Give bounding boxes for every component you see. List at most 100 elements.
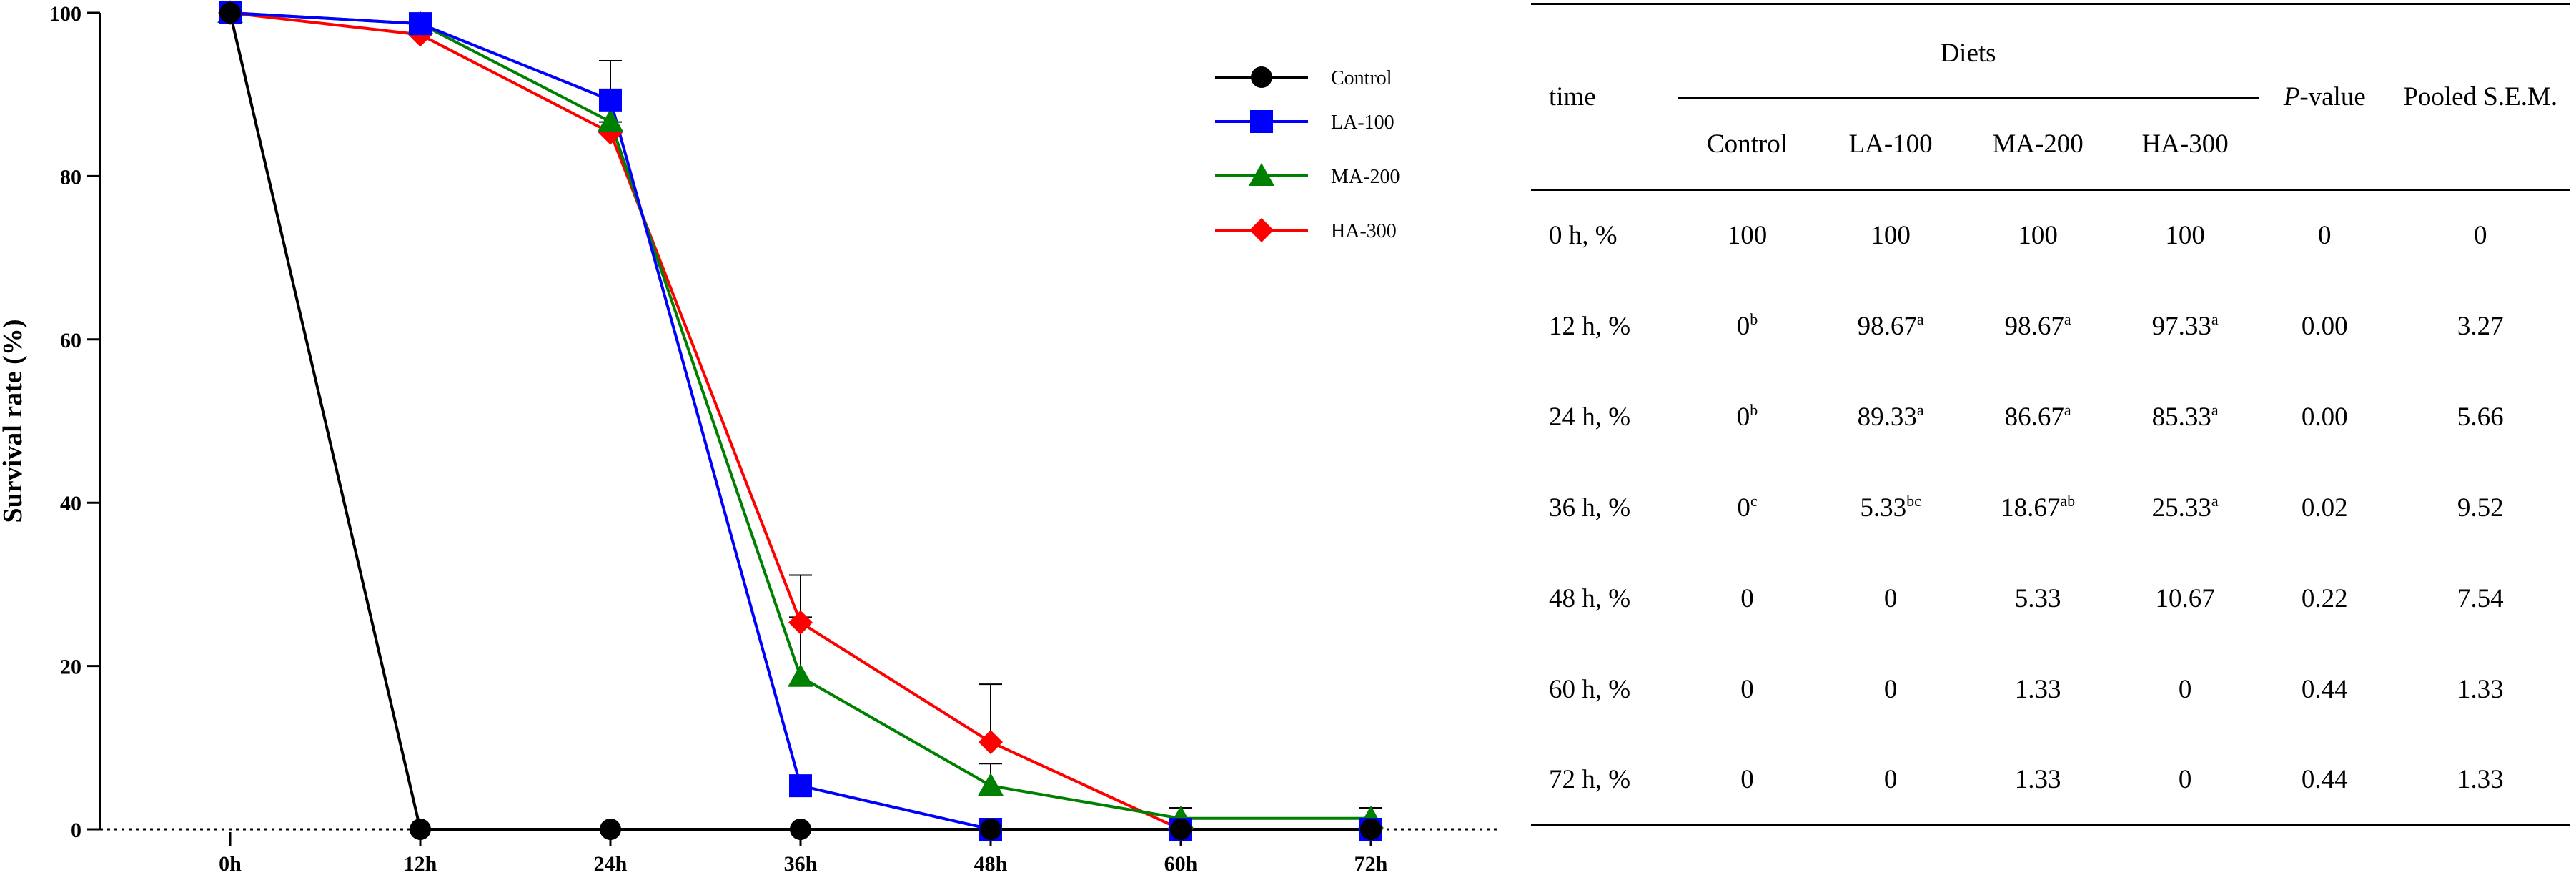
x-tick-label: 36h	[784, 852, 818, 875]
y-tick-label: 20	[60, 656, 81, 679]
header-diets: Diets	[1677, 3, 2259, 99]
diet-value-cell: 0b	[1678, 372, 1817, 463]
series-line-ma-200	[229, 11, 1371, 820]
x-tick-label: 60h	[1164, 852, 1198, 875]
diet-value-cell: 100	[1678, 190, 1817, 281]
diet-column-header: MA-200	[1992, 129, 2084, 159]
legend-label: Control	[1331, 67, 1392, 89]
x-tick-label: 24h	[594, 852, 628, 875]
p-value-cell: 0.44	[2301, 674, 2348, 704]
legend-label: HA-300	[1331, 220, 1397, 242]
series-line-control	[229, 12, 1371, 831]
significance-letter: b	[1750, 310, 1758, 328]
cell-value: 0	[1736, 311, 1750, 341]
p-value-cell: 0.44	[2301, 764, 2348, 794]
diet-value-cell: 18.67ab	[1964, 463, 2111, 553]
cell-value: 85.33	[2151, 402, 2211, 432]
diet-value-cell: 98.67a	[1817, 281, 1964, 372]
diet-table-panel: time Diets P-value Pooled S.E.M. Control…	[1531, 0, 2573, 875]
diet-value-cell: 0	[1678, 644, 1817, 735]
y-tick-label: 100	[49, 2, 81, 26]
cell-value: 10.67	[2155, 583, 2215, 613]
diet-value-cell: 86.67a	[1964, 372, 2111, 463]
cell-value: 0	[1883, 583, 1898, 613]
row-time: 12 h, %	[1549, 311, 1631, 341]
diet-value-cell: 98.67a	[1964, 281, 2111, 372]
cell-value: 0	[1736, 402, 1750, 432]
sem-cell: 0	[2473, 221, 2487, 251]
diet-value-cell: 0	[2111, 735, 2259, 826]
cell-value: 98.67	[1857, 311, 1917, 341]
cell-value: 0	[1737, 493, 1750, 523]
table-row: 36 h, % 0c 5.33bc 18.67ab 25.33a 0.02 9.52	[1531, 463, 2570, 553]
diet-table: time Diets P-value Pooled S.E.M. Control…	[1531, 3, 2570, 826]
data-point-ha-300	[979, 730, 1003, 755]
header-time: time	[1531, 3, 1678, 190]
data-point-control	[600, 819, 621, 840]
data-point-ma-200	[598, 109, 623, 132]
cell-value: 18.67	[2001, 493, 2061, 523]
diet-value-cell: 5.33bc	[1817, 463, 1964, 553]
legend-marker	[1251, 66, 1272, 88]
sem-cell: 5.66	[2457, 402, 2504, 432]
x-tick-label: 12h	[404, 852, 437, 875]
header-pvalue-italic: P	[2283, 82, 2300, 112]
p-value-cell: 0.00	[2301, 402, 2348, 432]
series-line-ha-300	[229, 11, 1371, 831]
legend-marker	[1249, 163, 1274, 186]
row-time: 24 h, %	[1549, 402, 1631, 432]
x-tick-label: 72h	[1354, 852, 1388, 875]
cell-value: 100	[1871, 221, 1911, 251]
diet-value-cell: 1.33	[1964, 644, 2111, 735]
diet-table-body: time Diets P-value Pooled S.E.M. Control…	[1531, 3, 2570, 826]
cell-value: 0	[2178, 764, 2192, 794]
diet-value-cell: 0b	[1678, 281, 1817, 372]
cell-value: 5.33	[1860, 493, 1907, 523]
diet-value-cell: 97.33a	[2111, 281, 2259, 372]
data-point-control	[1360, 819, 1382, 840]
row-time: 0 h, %	[1549, 221, 1618, 251]
data-point-la-100	[599, 88, 622, 112]
diet-value-cell: 0	[1817, 553, 1964, 644]
diet-value-cell: 0	[1678, 553, 1817, 644]
cell-value: 25.33	[2151, 493, 2211, 523]
header-row-1: time Diets P-value Pooled S.E.M.	[1531, 3, 2570, 190]
table-row: 60 h, % 0 0 1.33 0 0.44 1.33	[1531, 644, 2570, 735]
cell-value: 1.33	[2014, 764, 2061, 794]
cell-value: 100	[1727, 221, 1768, 251]
significance-letter: a	[2064, 310, 2071, 328]
data-point-control	[980, 819, 1001, 840]
row-time: 48 h, %	[1549, 583, 1631, 613]
diet-value-cell: 0	[1678, 735, 1817, 826]
sem-cell: 1.33	[2457, 764, 2504, 794]
significance-letter: bc	[1906, 491, 1921, 510]
cell-value: 0	[1740, 764, 1754, 794]
cell-value: 5.33	[2014, 583, 2061, 613]
data-point-control	[219, 2, 241, 24]
cell-value: 86.67	[2004, 402, 2064, 432]
cell-value: 0	[1883, 674, 1898, 704]
table-row: 48 h, % 0 0 5.33 10.67 0.22 7.54	[1531, 553, 2570, 644]
table-row: 0 h, % 100 100 100 100 0 0	[1531, 190, 2570, 281]
legend-label: MA-200	[1331, 166, 1400, 188]
cell-value: 98.67	[2004, 311, 2064, 341]
data-point-ma-200	[978, 773, 1004, 796]
p-value-cell: 0.02	[2301, 493, 2348, 523]
diet-value-cell: 1.33	[1964, 735, 2111, 826]
row-time: 60 h, %	[1549, 674, 1631, 704]
diet-value-cell: 0c	[1678, 463, 1817, 553]
diet-column-header: HA-300	[2141, 129, 2229, 159]
significance-letter: a	[2211, 400, 2219, 419]
cell-value: 100	[2165, 221, 2205, 251]
sem-cell: 9.52	[2457, 493, 2504, 523]
x-tick-label: 0h	[219, 852, 242, 875]
diet-value-cell: 85.33a	[2111, 372, 2259, 463]
header-pvalue: P-value	[2259, 3, 2391, 190]
data-point-la-100	[789, 774, 812, 798]
cell-value: 89.33	[1857, 402, 1917, 432]
y-axis-title: Survival rate (%)	[0, 320, 28, 523]
sem-cell: 1.33	[2457, 674, 2504, 704]
significance-letter: a	[1916, 310, 1924, 328]
data-point-control	[790, 819, 811, 840]
y-tick-label: 80	[60, 165, 81, 189]
